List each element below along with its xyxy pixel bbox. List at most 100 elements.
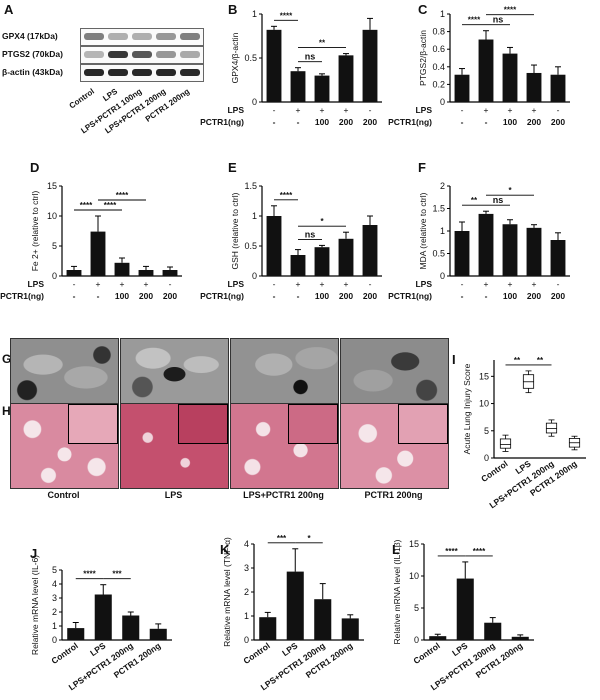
significance-label-c: ****: [504, 6, 517, 15]
tissue-label-lps: LPS: [164, 490, 183, 500]
lps-mark-d: +: [96, 279, 101, 289]
significance-label-d: ****: [116, 191, 129, 200]
panel-letter-k: K: [220, 542, 230, 557]
pctr1-mark-f: 100: [503, 291, 517, 301]
lps-row-label-e: LPS: [227, 279, 244, 289]
y-tick-label-b: 0: [252, 97, 257, 107]
y-tick-label-e: 1: [252, 211, 257, 221]
bar-f: [550, 240, 566, 276]
blot-band: [156, 51, 176, 58]
blot-band: [84, 33, 104, 40]
pctr1-mark-b: -: [297, 117, 300, 127]
pctr1-mark-d: 200: [139, 291, 153, 301]
lps-mark-b: -: [273, 105, 276, 115]
category-label-l: LPS: [450, 640, 470, 658]
lps-mark-f: +: [532, 279, 537, 289]
bar-b: [362, 29, 378, 103]
significance-label-f: *: [508, 186, 512, 195]
y-axis-label-d: Fe 2+ (relative to ctrl): [30, 191, 40, 272]
blot-band: [108, 69, 128, 76]
significance-label-i: **: [514, 356, 521, 365]
lps-mark-c: +: [484, 105, 489, 115]
bar-f: [454, 231, 470, 276]
pctr1-mark-b: 200: [339, 117, 353, 127]
y-tick-label-k: 3: [244, 563, 249, 573]
bar-j: [149, 628, 167, 640]
lps-mark-b: -: [369, 105, 372, 115]
panel-letter-b: B: [228, 2, 238, 17]
y-tick-label-i: 5: [484, 426, 489, 436]
lps-mark-e: +: [344, 279, 349, 289]
y-tick-label-l: 5: [414, 603, 419, 613]
lps-row-label-d: LPS: [27, 279, 44, 289]
blot-band: [84, 69, 104, 76]
significance-label-f: **: [471, 196, 478, 205]
pctr1-mark-c: 200: [551, 117, 565, 127]
blot-band: [180, 33, 200, 40]
lps-mark-b: +: [296, 105, 301, 115]
bar-l: [484, 622, 502, 640]
y-tick-label-d: 0: [52, 271, 57, 281]
y-tick-label-k: 2: [244, 587, 249, 597]
lps-mark-d: +: [120, 279, 125, 289]
bar-l: [511, 636, 529, 640]
lps-mark-d: -: [73, 279, 76, 289]
tissue-label-pctr1: PCTR1 200ng: [364, 490, 423, 500]
bar-j: [122, 615, 140, 640]
he-image-pctr1: [340, 403, 449, 489]
pctr1-row-label-d: PCTR1(ng): [0, 291, 44, 301]
pctr1-mark-d: 200: [163, 291, 177, 301]
pctr1-mark-c: -: [461, 117, 464, 127]
bar-e: [266, 216, 282, 276]
blot-label-gpx4: GPX4 (17kDa): [2, 31, 58, 41]
y-axis-label-e: GSH (relative to ctrl): [230, 192, 240, 269]
bar-f: [526, 227, 542, 276]
category-label-k: LPS: [280, 640, 300, 658]
y-axis-label-k: Relative mRNA level (TNF-α): [222, 537, 232, 647]
blot-band: [108, 33, 128, 40]
blot-band: [156, 33, 176, 40]
y-tick-label-k: 0: [244, 635, 249, 645]
lps-mark-f: +: [508, 279, 513, 289]
y-tick-label-j: 1: [52, 621, 57, 631]
tem-image-pctr1: [340, 338, 449, 404]
bar-d: [90, 231, 106, 276]
box-i: [545, 422, 558, 434]
pctr1-mark-d: 100: [115, 291, 129, 301]
lps-row-label-f: LPS: [415, 279, 432, 289]
tem-image-control: [10, 338, 119, 404]
blot-band: [84, 51, 104, 58]
y-tick-label-j: 2: [52, 607, 57, 617]
blot-band: [180, 69, 200, 76]
panel-letter-j: J: [30, 546, 38, 561]
y-tick-label-c: 0.8: [432, 27, 445, 37]
y-tick-label-l: 0: [414, 635, 419, 645]
lps-mark-e: +: [296, 279, 301, 289]
significance-label-j: ****: [83, 570, 96, 579]
tissue-label-control: Control: [47, 490, 80, 500]
lps-mark-f: -: [557, 279, 560, 289]
bar-c: [478, 39, 494, 102]
y-tick-label-j: 0: [52, 635, 57, 645]
y-tick-label-e: 1.5: [244, 181, 257, 191]
pctr1-mark-d: -: [73, 291, 76, 301]
y-tick-label-l: 10: [409, 571, 419, 581]
lps-mark-b: +: [344, 105, 349, 115]
pctr1-mark-e: 100: [315, 291, 329, 301]
y-axis-label-f: MDA (relative to ctrl): [418, 192, 428, 269]
pctr1-mark-e: 200: [339, 291, 353, 301]
y-tick-label-b: 1: [252, 9, 257, 19]
blot-strip-beta-actin: [80, 64, 204, 82]
lps-mark-e: -: [369, 279, 372, 289]
y-tick-label-c: 0.4: [432, 62, 445, 72]
tem-image-lps-pctr1: [230, 338, 339, 404]
bar-f: [502, 224, 518, 276]
bar-c: [550, 74, 566, 102]
panel-letter-l: L: [392, 542, 400, 557]
y-axis-label-c: PTGS2/β-actin: [418, 30, 428, 86]
y-tick-label-j: 4: [52, 579, 57, 589]
y-axis-label-b: GPX4/β-actin: [230, 32, 240, 83]
lps-mark-c: +: [532, 105, 537, 115]
blot-strip-ptgs2: [80, 46, 204, 64]
significance-label-d: ****: [104, 201, 117, 210]
